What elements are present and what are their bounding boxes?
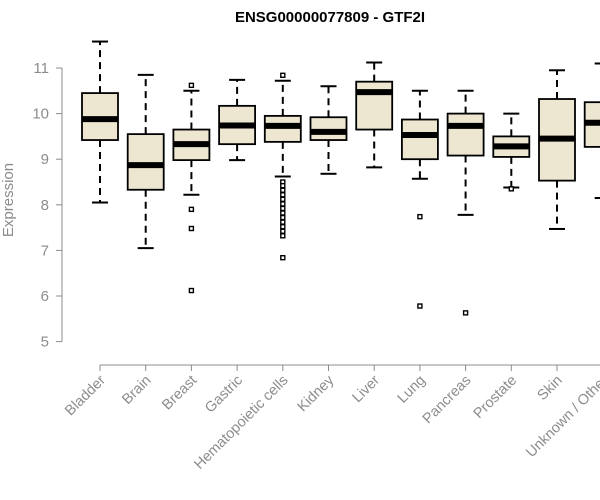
box-iqr — [400, 118, 439, 161]
box-4 — [218, 78, 257, 162]
chart-title: ENSG00000077809 - GTF2I — [235, 9, 425, 26]
outlier-point — [280, 196, 286, 203]
outlier-point — [188, 206, 195, 213]
x-tick-label: Kidney — [295, 372, 338, 415]
outlier-point — [417, 303, 423, 309]
outlier-point — [280, 223, 286, 230]
box-8 — [400, 89, 439, 309]
y-tick-label: 7 — [41, 242, 49, 259]
boxes-group — [81, 40, 600, 316]
box-iqr — [355, 80, 394, 131]
y-tick-label: 11 — [33, 60, 49, 77]
outlier-point — [280, 192, 286, 198]
outlier-point — [280, 205, 286, 212]
x-tick-label: Brain — [119, 373, 154, 408]
y-tick-label: 10 — [32, 106, 49, 123]
outlier-point — [462, 310, 469, 316]
outlier-point — [188, 287, 195, 294]
box-iqr — [126, 133, 165, 191]
outlier-point — [188, 82, 195, 89]
y-axis: 5 6 7 8 9 10 11 — [32, 60, 63, 351]
box-12 — [583, 62, 600, 199]
x-tick-label: Skin — [535, 373, 566, 404]
box-11 — [538, 69, 576, 230]
box-6 — [309, 85, 348, 175]
y-tick-label: 5 — [41, 334, 49, 351]
outlier-point — [188, 225, 195, 232]
box-5 — [263, 72, 302, 261]
x-tick-label: Prostate — [471, 373, 520, 422]
outlier-point — [280, 187, 286, 193]
x-tick-label: Lung — [395, 373, 429, 407]
box-iqr — [446, 112, 485, 157]
x-tick-label: Pancreas — [420, 373, 475, 428]
y-tick-label: 8 — [41, 197, 49, 214]
outlier-point — [280, 219, 286, 225]
outlier-point — [280, 228, 286, 234]
y-tick-label: 6 — [41, 288, 49, 305]
box-1 — [81, 40, 119, 204]
y-axis-label: Expression — [0, 163, 17, 237]
x-tick-label: Gastric — [202, 373, 246, 417]
outlier-point — [280, 214, 286, 221]
box-7 — [355, 61, 394, 169]
x-tick-label: Bladder — [62, 372, 109, 419]
box-3 — [172, 82, 211, 294]
box-9 — [446, 89, 485, 316]
x-tick-label: Liver — [349, 372, 383, 406]
x-tick-label: Breast — [159, 373, 200, 414]
outlier-point — [508, 186, 514, 192]
box-iqr — [309, 116, 348, 141]
outlier-point — [417, 213, 423, 220]
outlier-point — [280, 182, 286, 189]
y-tick-label: 9 — [41, 151, 49, 168]
outlier-point — [280, 233, 286, 239]
outlier-point — [280, 254, 286, 261]
box-2 — [126, 73, 165, 250]
outlier-point — [280, 201, 286, 207]
outlier-point — [280, 72, 286, 78]
box-10 — [492, 112, 531, 192]
outlier-point — [280, 210, 286, 216]
